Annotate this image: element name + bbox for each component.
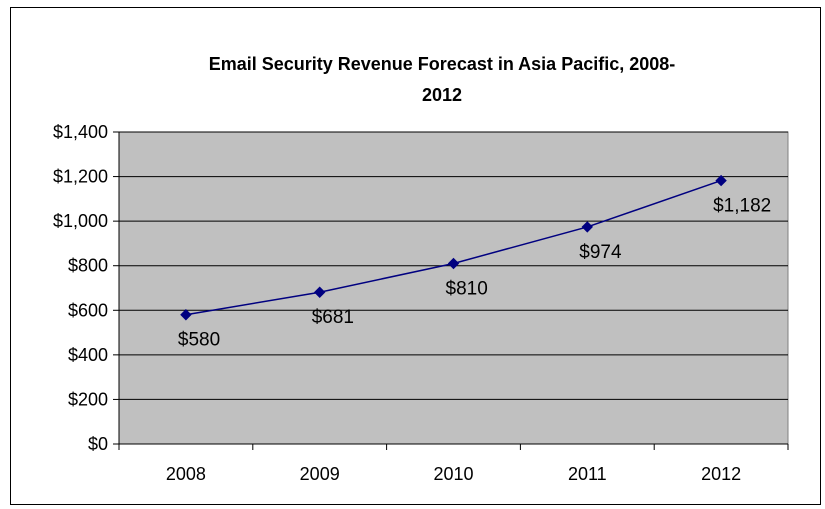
data-point [447, 257, 460, 270]
data-label: $580 [178, 330, 220, 351]
chart-title-line-2: 2012 [422, 85, 462, 105]
y-tick-label: $600 [68, 300, 108, 320]
gridlines [119, 131, 788, 400]
data-labels: $580 $681 $810 $974 $1,182 [178, 196, 771, 351]
x-tick-label: 2010 [433, 464, 473, 484]
data-label: $681 [312, 307, 354, 328]
data-point [581, 221, 594, 233]
data-label: $974 [579, 242, 622, 263]
y-tick-label: $0 [88, 434, 108, 454]
data-point [715, 174, 727, 187]
y-tick-label: $800 [68, 256, 108, 276]
axes [118, 132, 788, 445]
y-tick-label: $200 [68, 389, 108, 409]
data-point [180, 309, 192, 321]
data-label: $810 [446, 278, 488, 299]
y-axis-ticks: $0 $200 $400 $600 $800 $1,000 $1,200 $1,400 [53, 122, 119, 454]
x-tick-label: 2012 [701, 464, 741, 484]
x-tick-label: 2008 [166, 464, 206, 484]
x-tick-label: 2009 [300, 464, 340, 484]
y-tick-label: $1,400 [53, 122, 108, 142]
plot-area [118, 131, 789, 445]
data-label: $1,182 [713, 196, 771, 217]
y-tick-label: $1,000 [53, 211, 108, 231]
x-tick-label: 2011 [568, 464, 607, 484]
series-revenue [180, 174, 727, 321]
chart-title-line-1: Email Security Revenue Forecast in Asia … [209, 54, 676, 74]
y-tick-label: $400 [68, 345, 108, 365]
y-tick-label: $1,200 [53, 167, 108, 187]
x-axis-ticks: 2008 2009 2010 2011 2012 [118, 444, 789, 484]
data-point [313, 286, 326, 298]
